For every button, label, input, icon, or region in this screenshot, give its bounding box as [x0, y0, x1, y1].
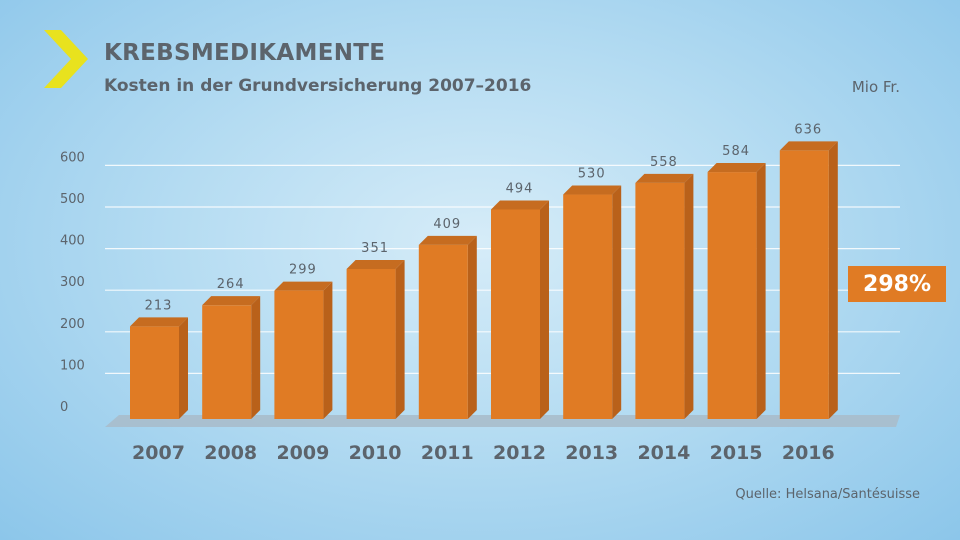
- x-tick-label: 2015: [710, 442, 763, 464]
- y-tick-label: 100: [60, 358, 85, 373]
- bar-top: [779, 141, 838, 151]
- x-tick-label: 2014: [637, 442, 690, 464]
- bar-side: [612, 185, 622, 419]
- unit-label: Mio Fr.: [851, 78, 900, 96]
- x-tick-label: 2009: [276, 442, 329, 464]
- y-tick-label: 300: [60, 275, 85, 290]
- bar: [707, 172, 757, 419]
- data-label: 213: [145, 298, 173, 313]
- y-tick-label: 200: [60, 317, 85, 332]
- bar: [418, 244, 468, 419]
- chart-subtitle: Kosten in der Grundversicherung 2007–201…: [104, 76, 532, 96]
- bar-side: [684, 173, 694, 419]
- bar-top: [707, 163, 766, 173]
- chevron-logo-icon: [44, 30, 88, 88]
- data-label: 351: [361, 241, 389, 256]
- bar-side: [467, 235, 477, 419]
- bar-top: [491, 200, 549, 210]
- bar: [563, 194, 613, 419]
- y-tick-label: 0: [60, 400, 68, 415]
- growth-badge: 298%: [848, 266, 946, 302]
- bar-side: [179, 317, 188, 419]
- bar: [491, 209, 540, 419]
- bar-top: [274, 281, 333, 291]
- x-tick-label: 2008: [204, 442, 257, 464]
- data-label: 584: [722, 144, 750, 159]
- bar-top: [563, 185, 622, 195]
- bar: [346, 268, 396, 419]
- data-label: 494: [506, 181, 534, 196]
- data-label: 558: [650, 155, 678, 170]
- x-tick-label: 2007: [132, 442, 185, 464]
- x-tick-label: 2016: [782, 442, 835, 464]
- bar: [274, 290, 324, 419]
- bar-top: [346, 259, 405, 269]
- bar-top: [635, 173, 694, 183]
- bar-top: [418, 235, 477, 245]
- bar-top: [202, 296, 261, 306]
- data-label: 636: [794, 122, 822, 137]
- data-label: 530: [578, 167, 606, 182]
- bar-side: [828, 141, 838, 419]
- bar: [130, 326, 179, 419]
- bar-side: [323, 281, 333, 419]
- bar: [779, 150, 829, 419]
- chart-title: KREBSMEDIKAMENTE: [104, 40, 386, 66]
- bar-side: [756, 163, 766, 419]
- x-tick-label: 2011: [421, 442, 474, 464]
- data-label: 409: [433, 217, 461, 232]
- bar: [635, 182, 685, 419]
- x-tick-label: 2010: [349, 442, 402, 464]
- x-tick-label: 2013: [565, 442, 618, 464]
- y-tick-label: 500: [60, 192, 85, 207]
- data-label: 264: [217, 277, 245, 292]
- source-note: Quelle: Helsana/Santésuisse: [735, 487, 920, 502]
- bar-side: [395, 259, 405, 419]
- y-tick-label: 600: [60, 150, 85, 165]
- x-tick-label: 2012: [493, 442, 546, 464]
- bar-side: [540, 200, 549, 419]
- data-label: 299: [289, 263, 317, 278]
- bar-side: [251, 296, 261, 419]
- bar: [202, 305, 252, 419]
- y-tick-label: 400: [60, 234, 85, 249]
- bar-top: [130, 317, 188, 327]
